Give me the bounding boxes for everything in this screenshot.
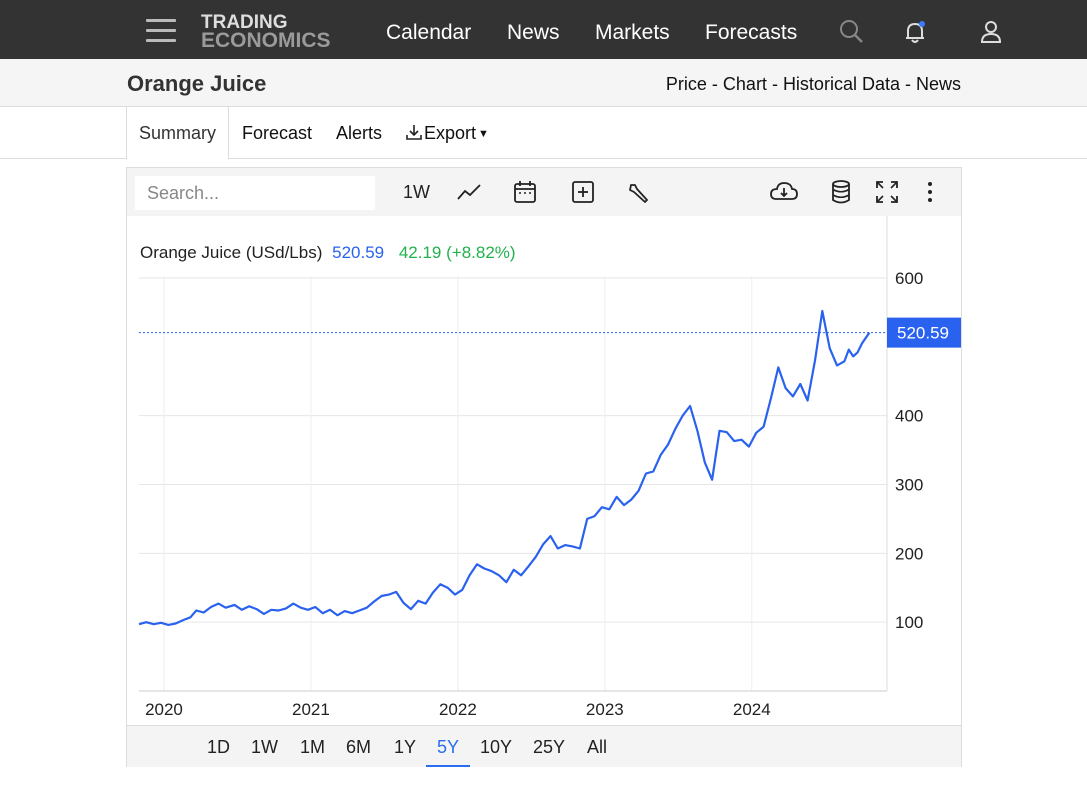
range-1w[interactable]: 1W	[251, 737, 278, 757]
fullscreen-icon[interactable]	[874, 179, 900, 205]
subnav-separator: -	[766, 74, 783, 94]
chart-grid	[139, 216, 888, 692]
title-bar: Orange Juice Price - Chart - Historical …	[0, 59, 1087, 107]
y-axis-ticks: 100 200 300 400 600	[895, 269, 923, 632]
range-all[interactable]: All	[587, 737, 608, 757]
y-tick-label: 100	[895, 613, 923, 632]
range-25y[interactable]: 25Y	[533, 737, 566, 757]
chart-legend: Orange Juice (USd/Lbs) 520.59 42.19 (+8.…	[140, 243, 516, 262]
database-icon[interactable]	[828, 179, 854, 205]
legend-price: 520.59	[332, 243, 384, 262]
range-10y[interactable]: 10Y	[480, 737, 513, 757]
y-tick-label: 600	[895, 269, 923, 288]
interval-button[interactable]: 1W	[403, 182, 430, 202]
more-vertical-icon[interactable]	[917, 179, 943, 205]
wrench-icon[interactable]	[626, 179, 652, 205]
active-range-indicator	[426, 765, 470, 767]
x-tick-label: 2022	[439, 700, 477, 719]
line-chart-icon[interactable]	[456, 179, 482, 205]
series-line-orange-juice	[138, 309, 871, 626]
hamburger-menu-icon[interactable]	[146, 19, 176, 43]
bell-icon[interactable]	[901, 18, 929, 46]
last-price-label: 520.59	[897, 324, 949, 343]
range-5y[interactable]: 5Y	[437, 737, 460, 757]
nav-forecasts[interactable]: Forecasts	[705, 21, 798, 44]
subnav-news[interactable]: News	[915, 74, 961, 94]
y-tick-label: 200	[895, 544, 923, 563]
tab-alerts[interactable]: Alerts	[336, 123, 383, 143]
range-1m[interactable]: 1M	[300, 737, 326, 757]
tab-bar: Summary Forecast Alerts Export ▼	[0, 107, 1087, 160]
tab-forecast[interactable]: Forecast	[242, 123, 313, 143]
last-price-label-bg	[887, 317, 961, 348]
cloud-download-icon[interactable]	[769, 179, 799, 205]
nav-news[interactable]: News	[507, 21, 560, 44]
subnav-separator: -	[706, 74, 723, 94]
chart-toolbar: 1W	[127, 168, 961, 216]
breadcrumb-links: Price - Chart - Historical Data - News	[666, 74, 961, 95]
subnav-price[interactable]: Price	[665, 74, 707, 94]
x-tick-label: 2021	[292, 700, 330, 719]
add-indicator-icon[interactable]	[570, 179, 596, 205]
y-tick-label: 300	[895, 475, 923, 494]
range-1y[interactable]: 1Y	[394, 737, 417, 757]
subnav-separator: -	[899, 74, 916, 94]
logo-line-1: TRADING	[201, 12, 288, 33]
export-label: Export	[424, 123, 477, 143]
range-1d[interactable]: 1D	[207, 737, 231, 757]
x-tick-label: 2023	[586, 700, 624, 719]
logo[interactable]: TRADING ECONOMICS	[201, 12, 331, 52]
legend-series-name: Orange Juice (USd/Lbs)	[140, 243, 322, 262]
nav-calendar[interactable]: Calendar	[386, 21, 472, 44]
price-chart[interactable]: 100 200 300 400 600 2020 2021 2022 2023 2024 520…	[127, 216, 961, 726]
tab-summary[interactable]: Summary	[126, 107, 230, 160]
download-icon	[406, 125, 422, 140]
x-axis-ticks: 2020 2021 2022 2023 2024	[145, 700, 771, 719]
subnav-historical-data[interactable]: Historical Data	[782, 74, 900, 94]
user-icon[interactable]	[977, 18, 1005, 46]
search-icon[interactable]	[838, 18, 866, 46]
nav-markets[interactable]: Markets	[595, 21, 670, 44]
search-input[interactable]	[135, 176, 375, 210]
x-tick-label: 2024	[733, 700, 771, 719]
range-6m[interactable]: 6M	[346, 737, 372, 757]
caret-down-icon: ▼	[478, 128, 489, 140]
range-selector: 1D 1W 1M 6M 1Y 5Y 10Y 25Y All	[127, 725, 961, 767]
tab-export[interactable]: Export ▼	[404, 107, 489, 159]
y-tick-label: 400	[895, 407, 923, 426]
calendar-icon[interactable]	[512, 179, 538, 205]
legend-change: 42.19 (+8.82%)	[399, 243, 516, 262]
subnav-chart[interactable]: Chart	[722, 74, 767, 94]
page-title: Orange Juice	[127, 71, 267, 96]
logo-line-2: ECONOMICS	[201, 29, 331, 52]
x-tick-label: 2020	[145, 700, 183, 719]
top-navbar: TRADING ECONOMICS Calendar News Markets …	[0, 0, 1087, 59]
chart-panel: 1W	[126, 167, 962, 767]
